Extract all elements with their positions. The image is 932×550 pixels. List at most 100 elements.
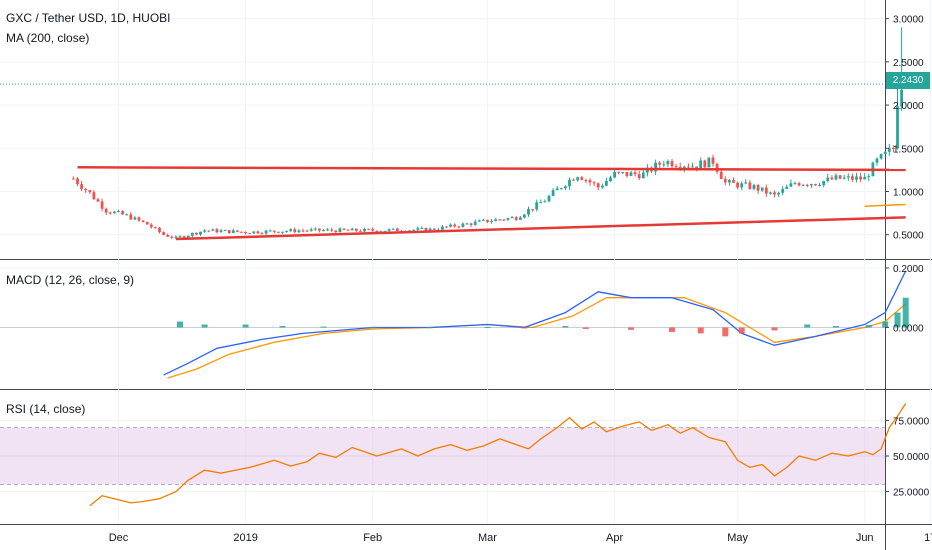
candle-body	[412, 229, 416, 231]
candle-body	[371, 229, 375, 231]
macd-histogram-bar	[177, 321, 183, 328]
x-tick-label: 17	[924, 532, 932, 544]
y-tick-label: 2.0000	[893, 101, 924, 112]
candle-body	[838, 175, 842, 179]
candle-body	[104, 208, 108, 213]
candle-body	[584, 179, 588, 181]
candle-body	[576, 177, 580, 181]
candle-body	[203, 230, 206, 232]
candle-body	[752, 185, 756, 189]
candle-body	[559, 188, 563, 190]
macd-histogram-bar	[865, 325, 872, 328]
last-price-tag: 2.2430	[886, 72, 930, 89]
macd-histogram-bar	[562, 325, 569, 328]
candle-body	[728, 180, 731, 183]
candle-body	[256, 231, 260, 234]
candle-body	[555, 188, 559, 191]
y-tick-label: 1.0000	[893, 188, 924, 199]
candle-body	[715, 163, 719, 172]
candle-body	[141, 220, 145, 222]
candle-body	[322, 230, 325, 232]
macd-histogram-bar	[521, 327, 528, 329]
candle-body	[568, 179, 571, 187]
candle-body	[240, 231, 243, 233]
macd-histogram-bar	[697, 327, 704, 334]
candle-body	[502, 219, 506, 221]
candle-body	[846, 176, 850, 178]
candle-body	[145, 221, 149, 225]
axis-ticks: 3.0000 2.5000 2.0000 1.5000 1.0000 0.5000 0.20…	[109, 15, 932, 544]
candle-body	[416, 228, 420, 230]
candle-body	[486, 219, 489, 223]
candle-body	[195, 232, 198, 235]
x-tick-label: Dec	[109, 532, 129, 544]
candle-body	[391, 228, 395, 230]
candle-body	[166, 234, 170, 237]
candle-body	[281, 231, 284, 233]
candle-body	[510, 217, 514, 219]
candle-body	[699, 160, 703, 169]
candle-body	[305, 230, 309, 232]
macd-histogram-bar	[484, 326, 491, 328]
candle-body	[482, 219, 485, 221]
macd-histogram-bar	[369, 326, 376, 328]
candle-body	[781, 188, 785, 193]
candle-body	[580, 177, 584, 180]
candle-body	[855, 176, 858, 180]
macd-line	[163, 270, 907, 376]
candle-body	[674, 166, 678, 168]
y-tick-label: 0.2000	[893, 264, 924, 275]
candle-body	[785, 186, 789, 189]
candle-body	[367, 228, 370, 230]
candle-body	[84, 188, 88, 191]
candle-body	[293, 229, 297, 233]
candle-body	[449, 224, 452, 227]
candle-body	[851, 176, 854, 180]
x-tick-label: Jun	[856, 532, 874, 544]
macd-histogram-bar	[804, 324, 811, 328]
candle-body	[387, 229, 391, 231]
y-tick-label: 25.0000	[893, 488, 930, 499]
candle-body	[900, 89, 903, 107]
candle-body	[490, 221, 493, 223]
candle-body	[318, 228, 321, 231]
candle-body	[465, 223, 469, 225]
y-tick-label: 50.0000	[893, 452, 930, 463]
candle-body	[682, 166, 686, 169]
candle-body	[875, 158, 879, 163]
candle-body	[777, 192, 780, 195]
candle-body	[621, 172, 625, 174]
candle-body	[162, 232, 165, 235]
trendline	[175, 216, 906, 241]
candle-body	[797, 183, 801, 186]
candle-body	[227, 230, 231, 233]
candle-body	[617, 171, 621, 173]
candle-body	[551, 190, 555, 196]
candle-body	[477, 220, 481, 222]
candle-body	[523, 214, 526, 218]
macd-histogram-bar	[201, 324, 208, 328]
candle-body	[174, 236, 178, 238]
macd-histogram-bar	[427, 327, 434, 329]
candle-body	[461, 223, 465, 227]
candle-body	[527, 209, 530, 215]
candle-body	[736, 182, 739, 188]
candle-body	[842, 177, 846, 179]
candle-body	[350, 228, 354, 231]
candle-body	[236, 230, 239, 232]
candle-body	[518, 217, 522, 220]
candle-body	[338, 228, 342, 233]
candle-body	[678, 166, 682, 169]
macd-histogram-bar	[771, 327, 778, 331]
x-tick-label: Mar	[478, 532, 497, 544]
candle-body	[342, 228, 346, 230]
x-tick-label: Feb	[363, 532, 382, 544]
candle-body	[670, 161, 674, 167]
candle-body	[818, 185, 821, 187]
macd-histogram-bar	[320, 326, 327, 328]
candle-body	[641, 172, 645, 179]
ma-line	[864, 203, 906, 207]
candle-body	[740, 183, 744, 188]
macd-histogram-bar	[738, 327, 745, 334]
y-tick-label: 3.0000	[893, 15, 924, 26]
